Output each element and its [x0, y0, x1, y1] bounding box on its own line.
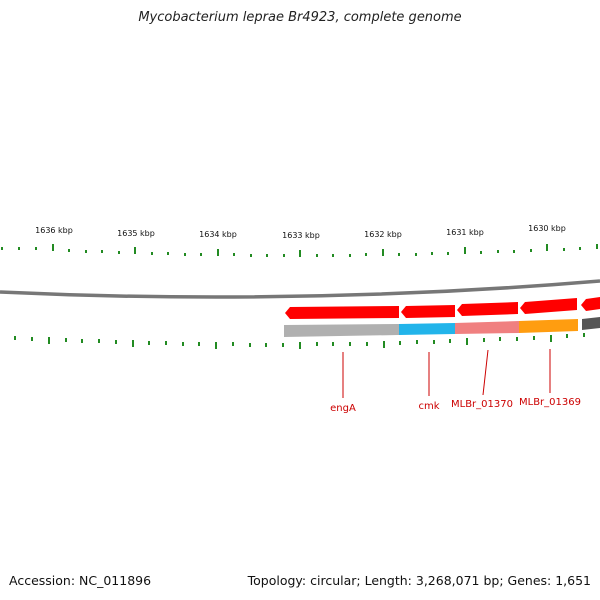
cds-bar[interactable]: [284, 317, 600, 337]
gene-arrow-track[interactable]: [285, 297, 600, 319]
gene-label-mlbr01370[interactable]: MLBr_01370: [451, 399, 513, 410]
ruler-label-1630: 1630 kbp: [528, 224, 566, 233]
cds-segment-grey[interactable]: [284, 324, 399, 337]
gene-arrow-mlbr01369[interactable]: [520, 298, 577, 314]
gene-label-enga[interactable]: engA: [330, 403, 356, 414]
ruler-label-1633: 1633 kbp: [282, 231, 320, 240]
ruler-label-1632: 1632 kbp: [364, 230, 402, 239]
lower-tick-row: [14, 333, 585, 349]
map-title: Mycobacterium leprae Br4923, complete ge…: [138, 10, 462, 25]
gene-label-mlbr01369[interactable]: MLBr_01369: [519, 397, 581, 408]
ruler-label-1636: 1636 kbp: [35, 226, 73, 235]
ruler-label-1635: 1635 kbp: [117, 229, 155, 238]
accession-text: Accession: NC_011896: [9, 573, 152, 588]
gene-leader-lines: [342, 349, 551, 398]
ruler-label-1631: 1631 kbp: [446, 228, 484, 237]
cds-segment-orange[interactable]: [519, 319, 578, 333]
cds-segment-pink[interactable]: [455, 321, 519, 334]
genome-summary-text: Topology: circular; Length: 3,268,071 bp…: [247, 573, 591, 588]
gene-arrow-mlbr01370[interactable]: [457, 302, 518, 316]
genome-backbone: [0, 279, 600, 299]
gene-arrow-partial[interactable]: [581, 297, 600, 311]
ruler-label-1634: 1634 kbp: [199, 230, 237, 239]
gene-arrow-cmk[interactable]: [401, 305, 455, 318]
gene-label-cmk[interactable]: cmk: [418, 401, 439, 412]
upper-tick-row: [1, 244, 598, 257]
cds-segment-cyan[interactable]: [399, 323, 455, 335]
gene-arrow-enga[interactable]: [285, 306, 399, 319]
cds-segment-dark[interactable]: [582, 317, 600, 330]
